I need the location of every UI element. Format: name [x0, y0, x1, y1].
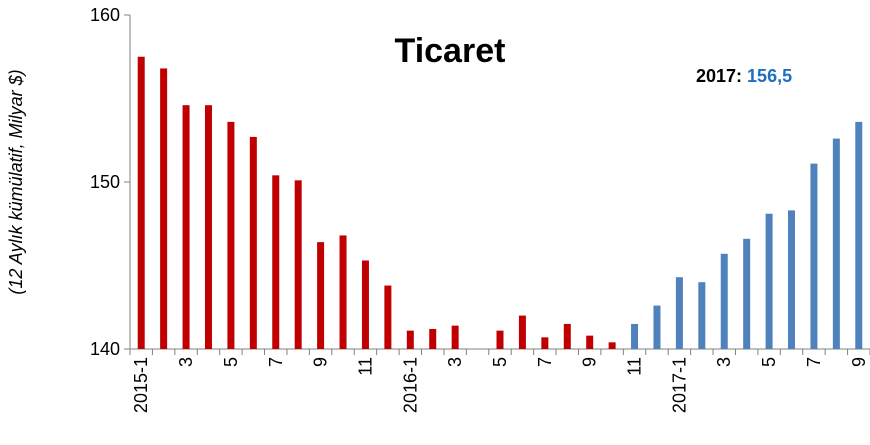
x-tick-label: 9 [311, 357, 331, 367]
x-tick-label: 5 [221, 357, 241, 367]
x-tick-label: 7 [804, 357, 824, 367]
bar [406, 330, 414, 349]
bar [675, 277, 683, 349]
x-tick-label: 9 [580, 357, 600, 367]
x-tick-label: 3 [714, 357, 734, 367]
x-tick-label: 7 [535, 357, 555, 367]
x-tick-label: 5 [759, 357, 779, 367]
annotation-value: 156,5 [747, 66, 792, 86]
bar [563, 323, 571, 349]
bar [518, 315, 526, 349]
x-tick-label: 11 [625, 357, 645, 376]
bar [429, 328, 437, 349]
x-tick-label: 2016-1 [400, 357, 420, 413]
bar [204, 105, 212, 350]
bar [586, 335, 594, 349]
bar [496, 330, 504, 349]
bar [227, 121, 235, 349]
annotation-label: 2017: [696, 66, 742, 86]
bar [855, 121, 863, 349]
y-tick-label: 160 [90, 5, 120, 25]
bar [743, 238, 751, 349]
y-tick-label: 140 [90, 339, 120, 359]
bar [765, 213, 773, 349]
bar [541, 337, 549, 349]
bar [608, 342, 616, 349]
bar [182, 105, 190, 350]
bar [137, 56, 145, 349]
y-tick-label: 150 [90, 172, 120, 192]
chart-title: Ticaret [395, 32, 506, 70]
x-tick-label: 5 [490, 357, 510, 367]
bar [451, 325, 459, 349]
y-axis-label: (12 Aylık kümülatif, Milyar $) [6, 69, 26, 294]
bar [294, 180, 302, 349]
bar [810, 163, 818, 349]
bar [384, 285, 392, 349]
x-tick-label: 3 [176, 357, 196, 367]
x-tick-label: 9 [849, 357, 869, 367]
bar [788, 210, 796, 349]
bar [361, 260, 369, 349]
bar [832, 138, 840, 349]
bar [720, 253, 728, 349]
bar [698, 282, 706, 349]
bar [317, 242, 325, 349]
bar [249, 136, 257, 349]
annotation: 2017: 156,5 [696, 66, 792, 86]
x-tick-label: 7 [266, 357, 286, 367]
bar [272, 175, 280, 349]
x-tick-label: 2015-1 [131, 357, 151, 413]
bar [339, 235, 347, 349]
x-tick-label: 11 [355, 357, 375, 376]
bar [653, 305, 661, 349]
bar [631, 323, 639, 349]
x-tick-label: 3 [445, 357, 465, 367]
bar [160, 68, 168, 349]
x-tick-label: 2017-1 [669, 357, 689, 413]
